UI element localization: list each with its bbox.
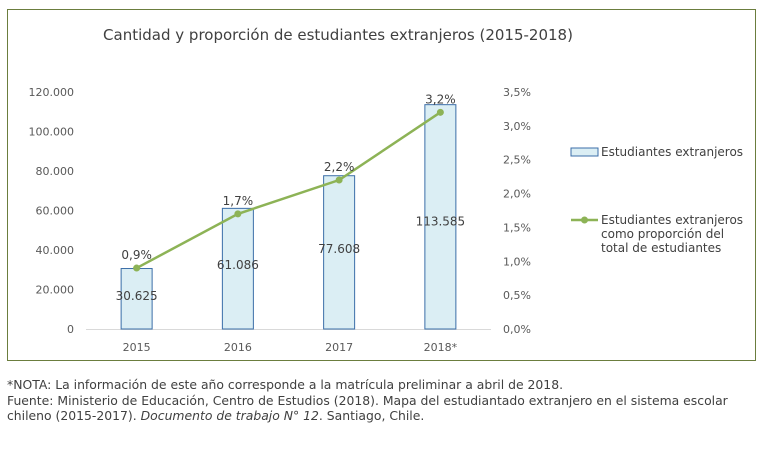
legend-bar-label: Estudiantes extranjeros [601,145,743,159]
nota-text: *NOTA: La información de este año corres… [7,377,564,392]
y-left-tick-label: 20.000 [36,284,75,297]
legend-line-label: total de estudiantes [601,241,721,255]
line-data-label: 0,9% [121,248,152,262]
y-right-tick-label: 1,5% [503,221,531,234]
line-point [436,108,444,116]
bar-data-label: 30.625 [116,289,158,303]
y-right-tick-label: 3,5% [503,86,531,99]
chart-title: Cantidad y proporción de estudiantes ext… [103,26,573,44]
y-left-tick-label: 80.000 [36,165,75,178]
y-right-tick-label: 0,0% [503,323,531,336]
y-right-tick-label: 3,0% [503,120,531,133]
legend-bar-swatch [570,147,599,157]
notes: *NOTA: La información de este año corres… [7,377,762,424]
y-right-tick-label: 2,0% [503,188,531,201]
bar [424,104,457,330]
x-tick-label: 2018* [424,341,458,354]
bar [120,268,153,330]
fuente-italic: Documento de trabajo N° 12 [140,408,319,423]
y-right-tick-label: 0,5% [503,289,531,302]
proportion-line [136,111,442,270]
legend-line-label: como proporción del [601,227,724,241]
fuente-suffix: . Santiago, Chile. [318,408,425,423]
y-left-tick-label: 60.000 [36,205,75,218]
y-left-tick-label: 0 [67,323,74,336]
bar-data-label: 77.608 [318,242,360,256]
bar [221,207,254,330]
y-left-tick-label: 100.000 [29,126,75,139]
fuente-text: Fuente: Ministerio de Educación, Centro … [7,393,762,424]
line-point [234,210,242,218]
y-right-tick-label: 2,5% [503,154,531,167]
line-data-label: 3,2% [425,92,456,106]
line-point [335,176,343,184]
x-tick-label: 2016 [224,341,252,354]
bar [323,175,356,330]
bar-data-label: 113.585 [416,214,466,228]
line-data-label: 2,2% [324,160,355,174]
x-tick-label: 2017 [325,341,353,354]
y-left-tick-label: 120.000 [29,86,75,99]
legend-line-label: Estudiantes extranjeros [601,213,743,227]
line-point [133,264,141,272]
line-data-label: 1,7% [223,194,254,208]
chart: Cantidad y proporción de estudiantes ext… [29,26,744,354]
bar-data-label: 61.086 [217,258,259,272]
legend-line-marker [581,216,588,224]
x-tick-label: 2015 [123,341,151,354]
y-right-tick-label: 1,0% [503,255,531,268]
y-left-tick-label: 40.000 [36,244,75,257]
fuente-prefix: Fuente: Ministerio de Educación, Centro … [7,392,728,424]
